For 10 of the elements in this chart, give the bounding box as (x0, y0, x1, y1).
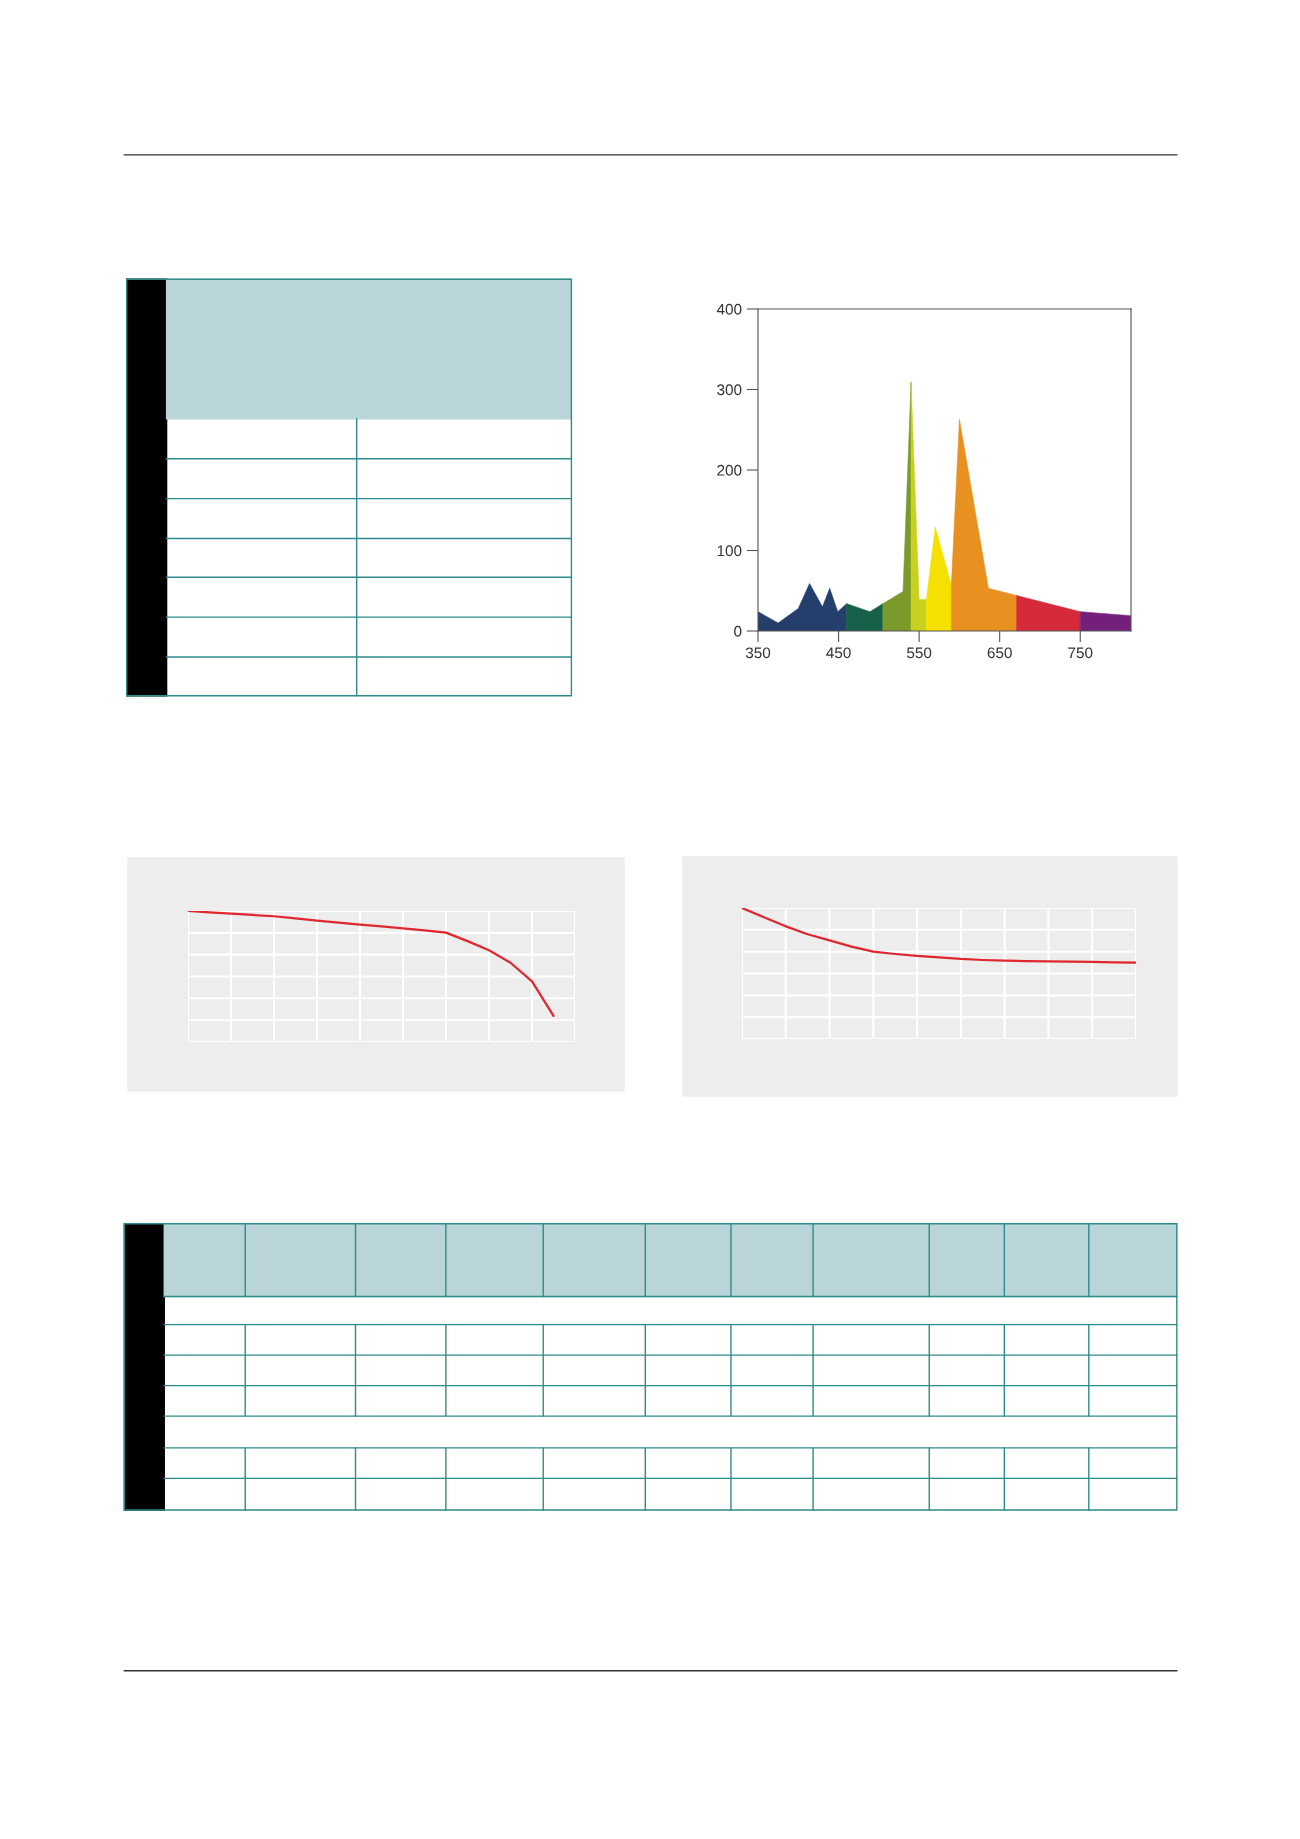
y-tick-label: 400 (716, 303, 742, 315)
y-tick-label: 100 (717, 545, 742, 557)
x-tick-label: 450 (826, 647, 851, 659)
x-tick-label: 650 (987, 647, 1012, 659)
x-tick-label: 550 (906, 647, 932, 659)
x-tick-label: 750 (1068, 647, 1093, 659)
y-tick-label: 300 (717, 384, 742, 396)
y-tick-label: 0 (734, 625, 742, 637)
y-tick-label: 200 (717, 464, 742, 476)
x-tick-label: 350 (745, 647, 771, 659)
